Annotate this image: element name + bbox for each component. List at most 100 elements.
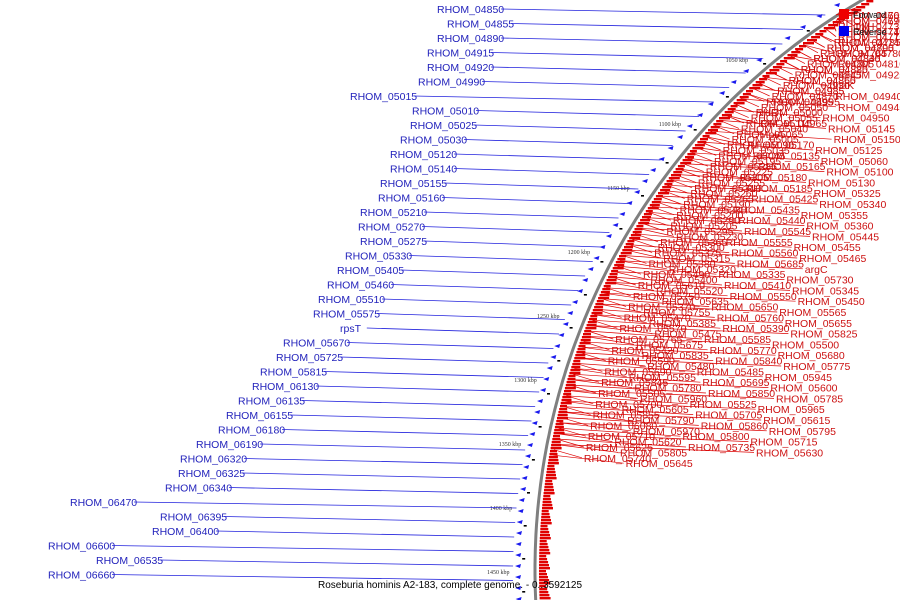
tick-label: 1400 kbp	[490, 506, 513, 512]
forward-gene-label: dnaK	[763, 76, 854, 92]
reverse-gene-name: RHOM_05725	[276, 352, 343, 364]
tick-label: 1350 kbp	[499, 442, 522, 448]
forward-leader-line	[611, 276, 723, 286]
forward-gene-name: RHOM_05945	[765, 372, 832, 384]
reverse-gene-mark	[521, 476, 528, 480]
forward-leader-line	[776, 66, 837, 75]
forward-gene-label: RHOM_04865	[769, 71, 856, 87]
forward-gene-mark	[651, 201, 661, 204]
forward-leader-line	[740, 98, 760, 108]
forward-gene-mark	[539, 552, 551, 555]
forward-gene-mark	[553, 435, 560, 438]
forward-gene-name: RHOM_05360	[806, 221, 873, 233]
reverse-gene-mark	[515, 564, 521, 568]
forward-leader-line	[579, 352, 714, 361]
marker-dot	[600, 261, 604, 263]
reverse-gene-mark	[582, 278, 589, 282]
forward-gene-name: RHOM_05060	[821, 156, 888, 168]
reverse-leader-line	[423, 211, 619, 219]
forward-gene-mark	[617, 258, 626, 261]
forward-gene-name: RHOM_04985	[777, 86, 844, 98]
forward-leader-line	[644, 217, 669, 226]
forward-leader-line	[559, 422, 631, 432]
legend-label-reverse: Reverse	[853, 27, 887, 37]
forward-leader-line	[555, 444, 755, 453]
forward-gene-mark	[539, 555, 547, 558]
forward-gene-name: argC	[805, 264, 828, 276]
tick-label: 1300 kbp	[514, 378, 537, 384]
forward-gene-mark	[727, 108, 736, 111]
reverse-gene-mark	[520, 487, 526, 491]
forward-gene-name: RHOM_05825	[790, 329, 857, 341]
forward-leader-line	[594, 314, 783, 324]
reverse-leader-line	[339, 356, 549, 364]
forward-leader-line	[594, 314, 647, 324]
reverse-leader-line	[490, 52, 764, 59]
forward-gene-name: RHOM_05190	[683, 199, 750, 211]
forward-gene-label: RHOM_05455	[631, 238, 861, 254]
forward-leader-line	[757, 82, 776, 91]
forward-gene-name: RHOM_04945	[838, 102, 900, 114]
forward-leader-line	[557, 433, 613, 442]
forward-gene-label: RHOM_05650	[601, 298, 778, 314]
reverse-gene-label: RHOM_04920	[427, 62, 746, 74]
reverse-gene-mark	[534, 410, 541, 414]
forward-gene-label: RHOM_05190	[659, 195, 750, 211]
forward-leader-line	[585, 336, 635, 345]
forward-gene-label: RHOM_04800	[810, 39, 894, 54]
forward-gene-label: RHOM_05195	[691, 152, 781, 168]
reverse-gene-mark	[515, 586, 522, 590]
forward-gene-name: RHOM_05500	[772, 339, 839, 351]
reverse-gene-label: RHOM_06180	[218, 425, 529, 437]
forward-gene-name: RHOM_05650	[711, 302, 778, 314]
forward-gene-mark	[583, 333, 591, 336]
reverse-gene-mark	[686, 124, 693, 128]
forward-leader-line	[625, 249, 662, 259]
reverse-leader-line	[408, 255, 593, 262]
reverse-gene-label: RHOM_05025	[410, 120, 686, 132]
forward-gene-mark	[846, 12, 858, 15]
forward-leader-line	[619, 260, 803, 270]
forward-gene-name: RHOM_05695	[702, 377, 769, 389]
reverse-gene-label: rpsT	[340, 323, 559, 335]
forward-gene-label: RHOM_05635	[603, 292, 729, 308]
reverse-gene-label: RHOM_05725	[276, 352, 549, 364]
marker-dot	[806, 30, 810, 32]
forward-gene-label: RHOM_04950	[730, 109, 890, 125]
forward-gene-label: RHOM_05135	[695, 147, 820, 162]
reverse-leader-line	[301, 400, 536, 407]
forward-gene-name: RHOM_05355	[801, 210, 868, 222]
forward-gene-name: RHOM_05200	[676, 210, 743, 222]
reverse-gene-name: RHOM_06325	[178, 468, 245, 480]
forward-gene-name: RHOM_05560	[731, 248, 798, 260]
forward-gene-mark	[551, 441, 561, 444]
reverse-leader-line	[500, 8, 826, 16]
forward-leader-line	[740, 98, 837, 108]
forward-leader-line	[709, 130, 832, 140]
forward-gene-name: RHOM_05730	[786, 275, 853, 287]
forward-gene-mark	[541, 516, 551, 519]
reverse-gene-name: RHOM_05575	[313, 309, 380, 321]
forward-gene-mark	[739, 96, 749, 99]
forward-gene-mark	[819, 30, 827, 33]
forward-gene-label: RHOM_05705	[563, 406, 762, 422]
reverse-gene-name: RHOM_06320	[180, 454, 247, 466]
legend-label-forward: Forward	[853, 10, 886, 20]
forward-gene-mark	[609, 273, 618, 276]
reverse-gene-mark	[833, 3, 840, 7]
forward-leader-line	[577, 357, 646, 367]
forward-gene-name: RHOM_05705	[695, 410, 762, 422]
forward-gene-name: RHOM_05440	[738, 215, 805, 227]
forward-gene-label: RHOM_05500	[585, 336, 839, 351]
forward-leader-line	[598, 303, 778, 313]
forward-gene-mark	[544, 489, 554, 492]
forward-gene-name: RHOM_05255	[698, 177, 765, 189]
marker-dot	[523, 525, 527, 527]
forward-leader-line	[655, 201, 731, 210]
forward-leader-line	[796, 49, 812, 59]
forward-gene-mark	[561, 399, 572, 402]
forward-gene-mark	[614, 264, 625, 267]
forward-gene-mark	[550, 447, 562, 450]
forward-leader-line	[587, 330, 703, 340]
reverse-gene-label: RHOM_05010	[412, 106, 700, 118]
